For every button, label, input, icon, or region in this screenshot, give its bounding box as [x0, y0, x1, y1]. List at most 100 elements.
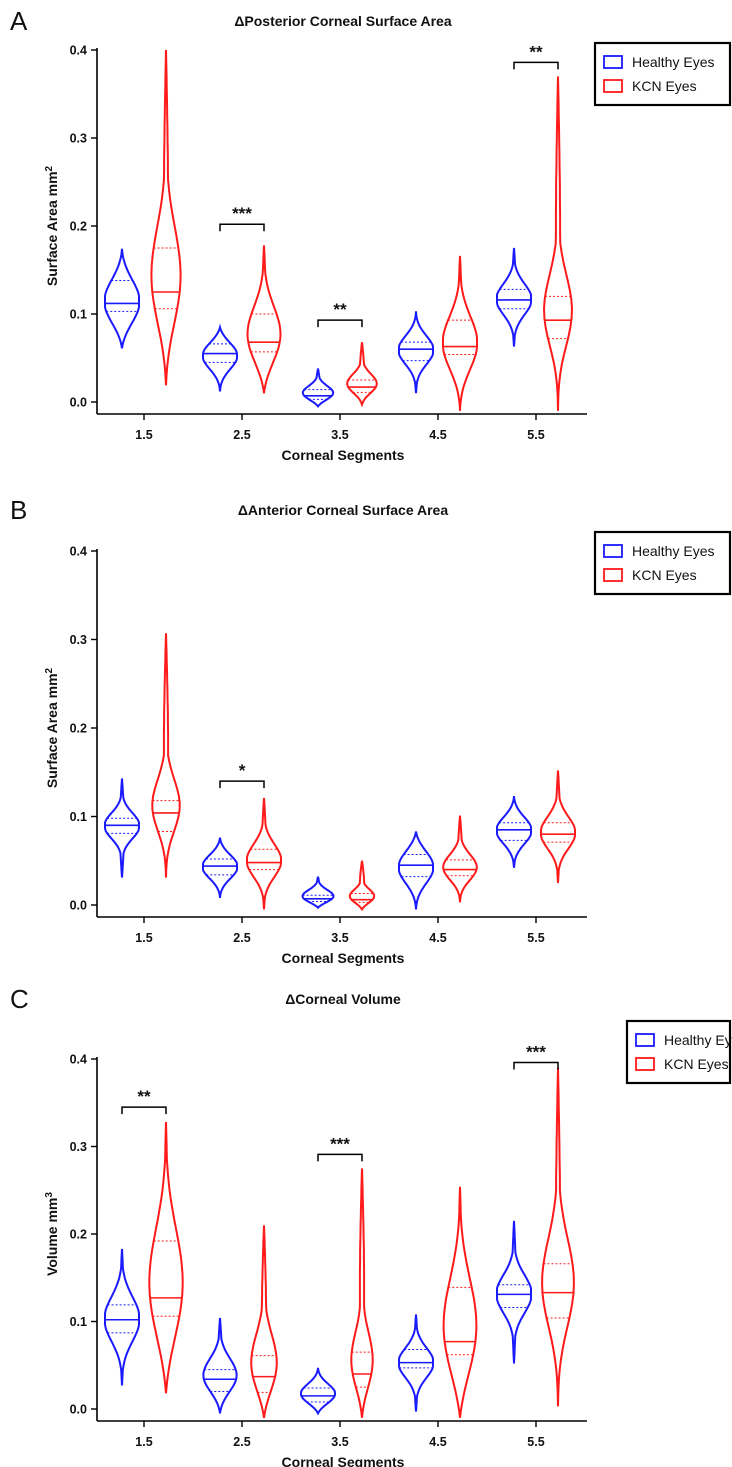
chart-svg: C ΔCorneal Volume 0.0 0.1 0.2 0.3 0.4 1.5 2.5 3.5… — [10, 984, 732, 1467]
violin-shape — [442, 1186, 478, 1418]
violin-shape — [246, 797, 282, 910]
x-tick-label: 4.5 — [429, 428, 446, 442]
chart-title: ΔPosterior Corneal Surface Area — [234, 13, 452, 29]
significance-bracket — [219, 780, 265, 789]
legend-label: Healthy Eyes — [664, 1032, 732, 1048]
x-tick-label: 2.5 — [233, 931, 250, 945]
legend-label: KCN Eyes — [632, 78, 697, 94]
legend-swatch — [603, 544, 623, 558]
y-axis-title: Volume mm3 — [44, 1192, 61, 1276]
y-tick-label: 0.1 — [70, 810, 87, 824]
violin-shape — [398, 831, 434, 910]
y-tick-label: 0.4 — [70, 1053, 87, 1067]
legend-box — [625, 1019, 732, 1085]
y-tick-label: 0.2 — [70, 722, 87, 736]
violin-shape — [350, 1168, 374, 1418]
violin-shape — [442, 815, 478, 903]
x-tick-label: 5.5 — [527, 428, 544, 442]
y-tick-label: 0.4 — [70, 545, 87, 559]
significance-label: ** — [529, 42, 543, 61]
violin-shape — [250, 1225, 278, 1418]
panel-letter: C — [10, 984, 29, 1014]
chart-svg: A ΔPosterior Corneal Surface Area 0.0 0.1 0.… — [10, 6, 732, 463]
significance-bracket — [219, 223, 265, 232]
legend-swatch — [635, 1057, 655, 1071]
significance-label: ** — [137, 1087, 151, 1106]
y-axis-title: Surface Area mm2 — [44, 165, 61, 286]
significance-bracket — [317, 1153, 363, 1162]
significance-bracket — [513, 61, 559, 70]
chart-title: ΔCorneal Volume — [285, 991, 401, 1007]
y-tick-label: 0.2 — [70, 1228, 87, 1242]
y-tick-label: 0.1 — [70, 308, 87, 322]
chart-panel-b: B ΔAnterior Corneal Surface Area 0.0 0.1 0.2… — [0, 489, 732, 978]
y-tick-label: 0.3 — [70, 132, 87, 146]
y-tick-label: 0.0 — [70, 899, 87, 913]
violin-shape — [542, 76, 574, 411]
legend-label: KCN Eyes — [664, 1056, 729, 1072]
significance-label: *** — [232, 204, 252, 223]
violin-shape — [104, 248, 140, 349]
violin-shape — [496, 796, 532, 868]
panel-letter: B — [10, 495, 27, 525]
significance-label: *** — [330, 1134, 350, 1153]
violin-shape — [151, 633, 181, 878]
legend-label: Healthy Eyes — [632, 54, 714, 70]
y-tick-label: 0.0 — [70, 396, 87, 410]
violin-shape — [300, 1367, 336, 1416]
violin-shape — [246, 245, 282, 394]
significance-label: ** — [333, 300, 347, 319]
y-tick-label: 0.0 — [70, 1403, 87, 1417]
violin-shape — [104, 1248, 140, 1386]
y-axis-title: Surface Area mm2 — [44, 667, 61, 788]
legend-label: KCN Eyes — [632, 567, 697, 583]
violin-shape — [148, 1121, 184, 1394]
violin-shape — [348, 860, 376, 912]
y-tick-label: 0.3 — [70, 1140, 87, 1154]
x-tick-label: 1.5 — [135, 1435, 152, 1449]
x-tick-label: 3.5 — [331, 1435, 348, 1449]
violin-shape — [496, 1220, 532, 1364]
violin-shape — [202, 837, 238, 899]
violin-shape — [202, 323, 238, 392]
chart-svg: B ΔAnterior Corneal Surface Area 0.0 0.1 0.2… — [10, 495, 732, 966]
y-tick-label: 0.1 — [70, 1315, 87, 1329]
legend-label: Healthy Eyes — [632, 543, 714, 559]
violin-shape — [540, 770, 576, 883]
legend-swatch — [635, 1033, 655, 1047]
x-tick-label: 1.5 — [135, 428, 152, 442]
legend-swatch — [603, 79, 623, 93]
legend-swatch — [603, 568, 623, 582]
x-tick-label: 5.5 — [527, 931, 544, 945]
legend-box — [593, 41, 732, 107]
significance-bracket — [513, 1061, 559, 1070]
violin-shape — [496, 247, 532, 347]
x-axis-title: Corneal Segments — [282, 1454, 405, 1467]
x-tick-label: 5.5 — [527, 1435, 544, 1449]
legend-swatch — [603, 55, 623, 69]
x-tick-label: 4.5 — [429, 1435, 446, 1449]
chart-title: ΔAnterior Corneal Surface Area — [238, 502, 448, 518]
violin-shape — [150, 49, 182, 386]
violin-shape — [442, 255, 478, 411]
y-tick-label: 0.2 — [70, 220, 87, 234]
significance-bracket — [317, 319, 363, 328]
violin-shape — [398, 311, 434, 394]
panel-letter: A — [10, 6, 28, 36]
violin-shape — [301, 876, 335, 910]
y-tick-label: 0.4 — [70, 44, 87, 58]
x-tick-label: 3.5 — [331, 931, 348, 945]
significance-label: *** — [526, 1043, 546, 1062]
y-tick-label: 0.3 — [70, 633, 87, 647]
violin-shape — [104, 778, 140, 878]
x-tick-label: 1.5 — [135, 931, 152, 945]
significance-bracket — [121, 1106, 167, 1115]
x-tick-label: 4.5 — [429, 931, 446, 945]
violin-shape — [346, 342, 378, 408]
x-tick-label: 3.5 — [331, 428, 348, 442]
chart-panel-c: C ΔCorneal Volume 0.0 0.1 0.2 0.3 0.4 1.5 2.5 3.5… — [0, 978, 732, 1467]
significance-label: * — [239, 761, 246, 780]
x-tick-label: 2.5 — [233, 428, 250, 442]
violin-shape — [202, 1317, 238, 1414]
chart-panel-a: A ΔPosterior Corneal Surface Area 0.0 0.1 0.… — [0, 0, 732, 489]
